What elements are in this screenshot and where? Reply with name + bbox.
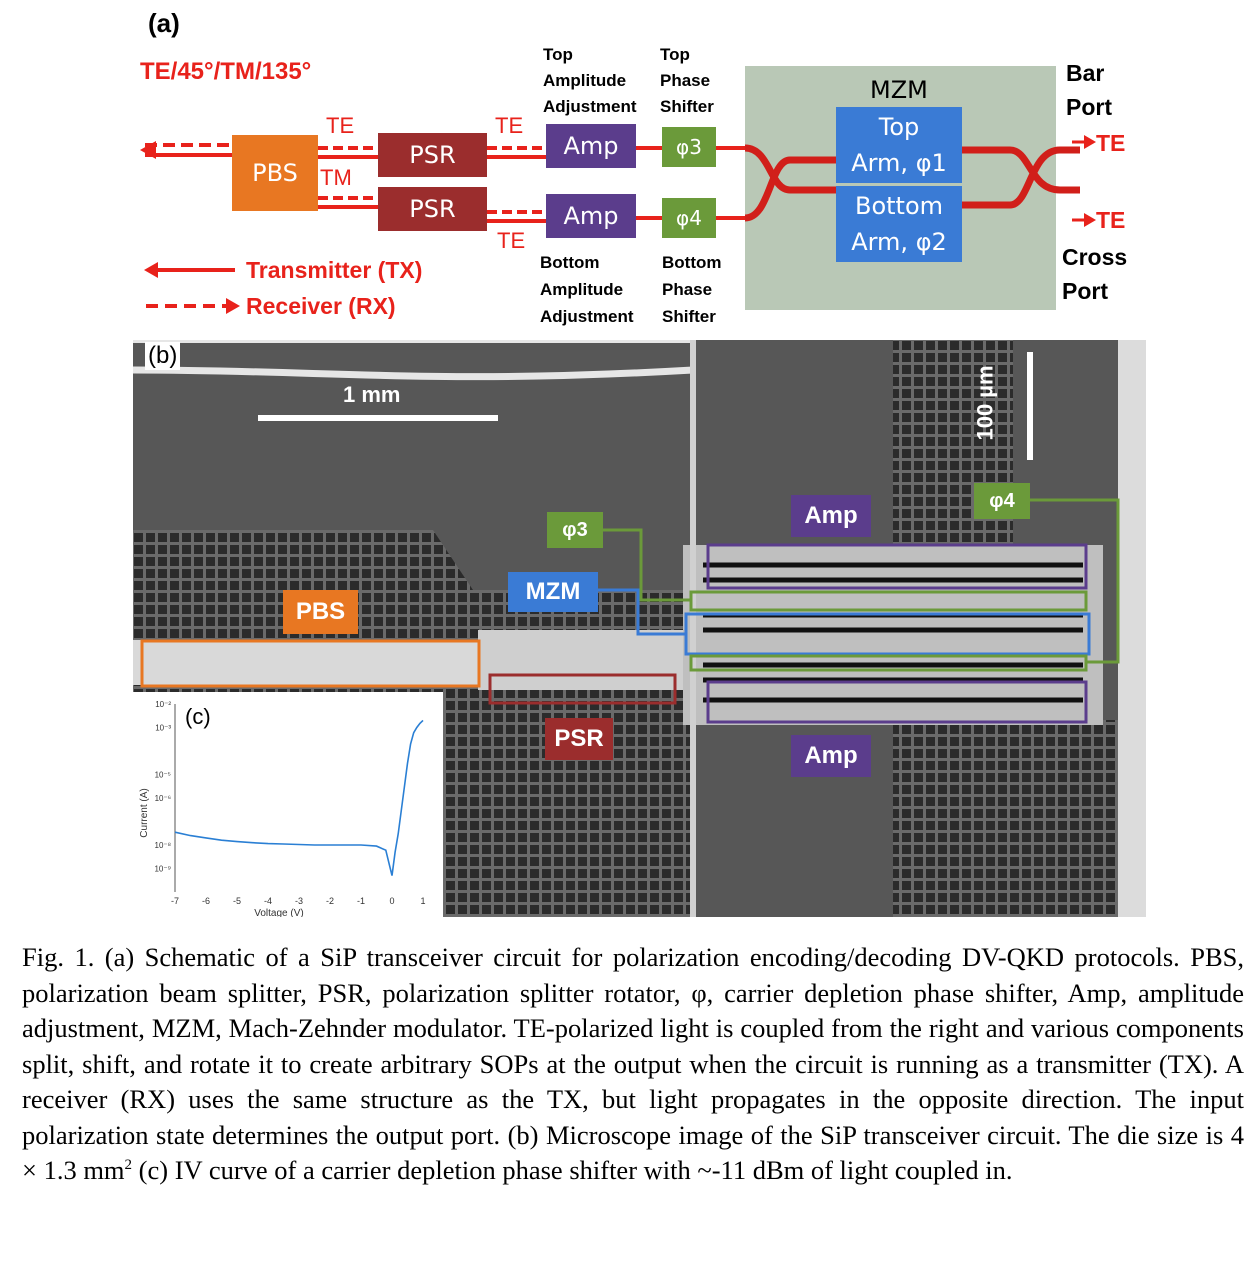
phi3-tag: φ3 — [547, 512, 603, 548]
y-tick-label: 10⁻⁵ — [155, 771, 171, 780]
legend-rx-arrow — [226, 298, 240, 314]
top-amplitude-adjustment-label: Top Amplitude Adjustment — [543, 45, 637, 116]
x-tick-label: -5 — [233, 896, 241, 906]
panel-b-label: (b) — [145, 342, 181, 370]
amp-top-outline — [706, 543, 1088, 590]
scale-bar-100um-label: 100 µm — [972, 365, 998, 441]
te-bar-label: TE — [1096, 130, 1126, 156]
top-phase-shifter-label: Top Phase Shifter — [660, 45, 714, 116]
bottom-amplitude-adjustment-label: Bottom Amplitude Adjustment — [540, 253, 634, 326]
polarization-states-label: TE/45°/TM/135° — [140, 58, 312, 85]
mzm-leader — [598, 588, 686, 636]
mzm-title: MZM — [870, 76, 928, 104]
psr-top-block: PSR — [378, 133, 487, 177]
psr-outline — [488, 673, 677, 705]
te-cross-label: TE — [1096, 207, 1126, 233]
phi4-tag: φ4 — [974, 483, 1030, 519]
y-tick-label: 10⁻⁸ — [155, 841, 172, 850]
te-label-2: TE — [495, 113, 524, 138]
y-axis-label: Current (A) — [139, 788, 150, 837]
x-tick-label: 0 — [389, 896, 394, 906]
te-label-1: TE — [326, 113, 355, 138]
x-axis-label: Voltage (V) — [254, 908, 303, 917]
legend-tx-arrow — [144, 262, 158, 278]
x-tick-label: -4 — [264, 896, 272, 906]
y-tick-label: 10⁻² — [155, 700, 171, 709]
input-arrowhead — [140, 141, 156, 159]
panel-c-inset: (c) -7 -6 -5 -4 -3 -2 -1 0 1 Voltage (V) 10⁻² 10⁻³ 1… — [133, 692, 443, 917]
x-tick-label: 1 — [420, 896, 425, 906]
pbs-tag: PBS — [283, 590, 358, 634]
phi3-block: φ3 — [662, 127, 716, 167]
legend-tx-label: Transmitter (TX) — [246, 257, 423, 283]
legend-rx-label: Receiver (RX) — [246, 293, 396, 319]
mzm-tag: MZM — [508, 572, 598, 612]
te-label-3: TE — [497, 228, 526, 253]
amp-bottom-outline — [706, 680, 1088, 724]
panel-a: (a) TE/45°/TM/135° — [0, 0, 1257, 335]
panel-c-label: (c) — [185, 704, 211, 729]
amp-top-tag: Amp — [791, 495, 871, 537]
top-arm-block: Top Arm, φ1 — [836, 107, 962, 183]
y-tick-label: 10⁻⁹ — [154, 865, 171, 874]
panel-b-microscope-image: (b) 1 mm 100 µm PBS PSR MZM φ3 φ4 Amp Am… — [133, 340, 1146, 917]
y-tick-label: 10⁻³ — [155, 724, 171, 733]
amp-bottom-block: Amp — [546, 194, 636, 238]
phi4-leader — [1030, 498, 1120, 664]
bottom-phase-shifter-label: Bottom Phase Shifter — [662, 253, 722, 326]
phi4-block: φ4 — [662, 198, 716, 238]
amp-top-block: Amp — [546, 124, 636, 168]
input-arrow — [145, 143, 232, 157]
bottom-arm-block: Bottom Arm, φ2 — [836, 186, 962, 262]
tm-label: TM — [320, 165, 352, 190]
panel-a-label: (a) — [148, 8, 180, 38]
y-tick-label: 10⁻⁶ — [155, 794, 171, 803]
x-tick-label: -1 — [357, 896, 365, 906]
scale-bar-1mm-label: 1 mm — [343, 382, 401, 407]
pbs-block: PBS — [232, 135, 318, 211]
cross-port-label: Cross Port — [1062, 244, 1128, 304]
bar-port-label: Bar Port — [1066, 60, 1112, 120]
iv-curve-line — [174, 719, 424, 876]
phi3-leader — [603, 528, 691, 602]
pbs-outline — [140, 639, 481, 688]
cross-port-arrow — [1084, 213, 1096, 227]
pbs-psr-links — [318, 146, 745, 223]
amp-bottom-tag: Amp — [791, 735, 871, 777]
iv-curve-chart: -7 -6 -5 -4 -3 -2 -1 0 1 Voltage (V) 10⁻² 10⁻³ 10⁻⁵ 1… — [139, 700, 426, 917]
bar-port-arrow — [1084, 135, 1096, 149]
figure-caption: Fig. 1. (a) Schematic of a SiP transceiv… — [22, 942, 1244, 1185]
x-tick-label: -3 — [295, 896, 303, 906]
mzm-waveguides — [744, 144, 1080, 222]
psr-bottom-block: PSR — [378, 187, 487, 231]
psr-tag: PSR — [545, 718, 613, 760]
x-tick-label: -7 — [171, 896, 179, 906]
x-tick-label: -6 — [202, 896, 210, 906]
x-tick-label: -2 — [326, 896, 334, 906]
